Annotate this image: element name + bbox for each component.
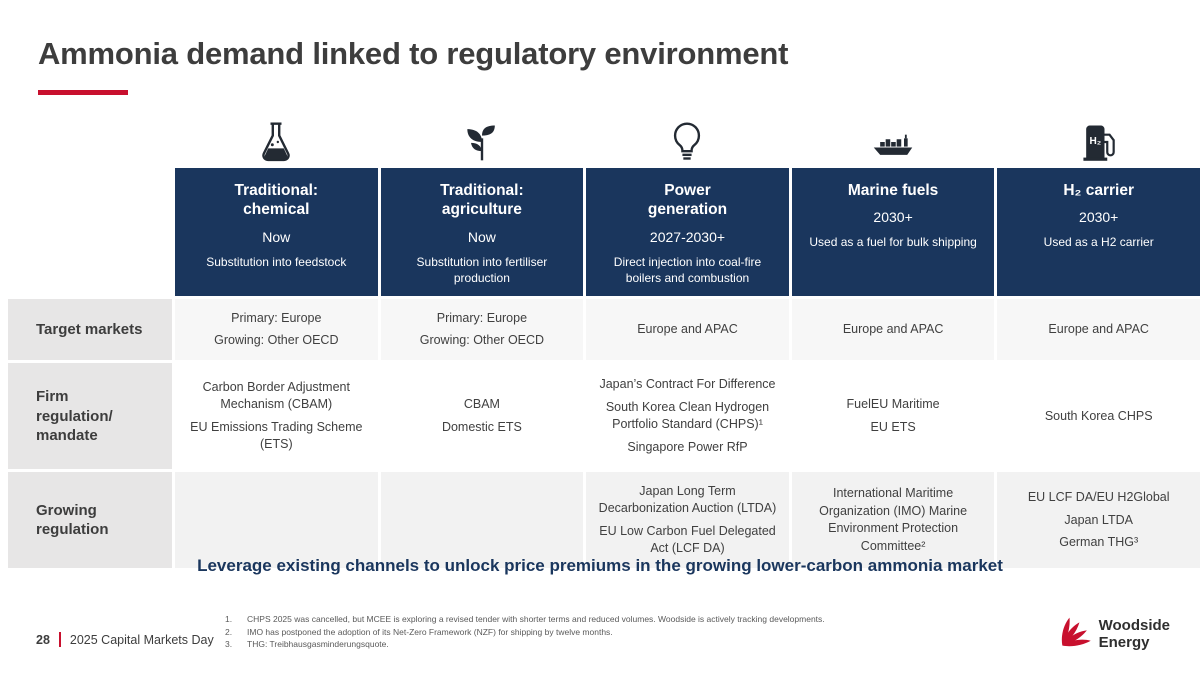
header-timeframe: Now xyxy=(262,228,291,245)
cell-target-markets-chemical: Primary: Europe Growing: Other OECD xyxy=(175,299,378,361)
cell-item: EU LCF DA/EU H2Global xyxy=(1027,490,1170,505)
header-description: Direct injection into coal-fire boilers … xyxy=(613,254,762,285)
cell-target-markets-h2: Europe and APAC xyxy=(997,299,1200,361)
cell-item: Europe and APAC xyxy=(842,322,944,337)
cell-item: Japan’s Contract For Difference xyxy=(599,377,776,392)
row-firm-regulation: Firm regulation/ mandate Carbon Border A… xyxy=(8,363,1200,470)
woodside-logo-mark xyxy=(1056,614,1092,655)
header-traditional-chemical: Traditional: chemical Now Substitution i… xyxy=(175,168,378,297)
woodside-logo: Woodside Energy xyxy=(1056,614,1170,655)
footer-divider xyxy=(58,632,61,647)
cell-firm-regulation-agriculture: CBAM Domestic ETS xyxy=(380,363,584,470)
header-traditional-agriculture: Traditional: agriculture Now Substitutio… xyxy=(380,168,584,297)
footnote-item: 3. THG: Treibhausgasminderungsquote. xyxy=(225,638,825,651)
cell-item: German THG³ xyxy=(1059,535,1139,550)
footnotes: 1. CHPS 2025 was cancelled, but MCEE is … xyxy=(225,613,825,651)
footnote-text: CHPS 2025 was cancelled, but MCEE is exp… xyxy=(247,613,825,624)
cell-item: FuelEU Maritime xyxy=(846,397,940,412)
header-title: H₂ carrier xyxy=(1063,182,1135,199)
page-number: 28 xyxy=(36,632,50,647)
header-title: Power generation xyxy=(647,182,728,219)
header-spacer xyxy=(8,168,172,296)
cell-growing-regulation-chemical xyxy=(175,472,378,569)
cell-target-markets-agriculture: Primary: Europe Growing: Other OECD xyxy=(380,299,584,361)
header-title: Traditional: agriculture xyxy=(440,182,524,219)
cell-firm-regulation-power: Japan’s Contract For Difference South Ko… xyxy=(586,363,789,470)
cell-item: Domestic ETS xyxy=(441,419,522,434)
header-h2-carrier: H₂ carrier 2030+ Used as a H2 carrier xyxy=(997,168,1200,297)
icons-row-spacer xyxy=(8,106,172,168)
cell-item: Europe and APAC xyxy=(1048,322,1149,337)
header-timeframe: 2027-2030+ xyxy=(649,228,726,245)
cell-item: Europe and APAC xyxy=(637,322,738,337)
h2-pump-icon: H₂ xyxy=(997,106,1200,168)
footnote-text: IMO has postponed the adoption of its Ne… xyxy=(247,626,613,637)
cell-firm-regulation-h2: South Korea CHPS xyxy=(997,363,1200,470)
footnote-number: 1. xyxy=(225,613,233,624)
table-header-row: Traditional: chemical Now Substitution i… xyxy=(8,168,1200,297)
footer-event-label: 2025 Capital Markets Day xyxy=(69,632,214,647)
cell-item: South Korea Clean Hydrogen Portfolio Sta… xyxy=(605,399,770,432)
cell-item: Primary: Europe xyxy=(231,310,322,325)
regulation-table: H₂ Traditional: chemical Now Substitutio… xyxy=(8,106,1200,569)
h2-pump-label: H₂ xyxy=(1089,136,1101,147)
header-description: Substitution into feedstock xyxy=(206,254,347,269)
cell-item: EU Low Carbon Fuel Delegated Act (LCF DA… xyxy=(599,523,776,556)
row-growing-regulation: Growing regulation Japan Long Term Decar… xyxy=(8,472,1200,569)
ship-icon xyxy=(792,106,995,168)
header-marine-fuels: Marine fuels 2030+ Used as a fuel for bu… xyxy=(791,168,995,297)
cell-firm-regulation-marine: FuelEU Maritime EU ETS xyxy=(791,363,995,470)
footer-page-group: 28 2025 Capital Markets Day xyxy=(36,632,214,647)
plant-icon xyxy=(381,106,584,168)
cell-item: Singapore Power RfP xyxy=(627,439,748,454)
header-description: Used as a fuel for bulk shipping xyxy=(809,235,977,250)
cell-growing-regulation-h2: EU LCF DA/EU H2Global Japan LTDA German … xyxy=(997,472,1200,569)
cell-item: EU ETS xyxy=(870,419,916,434)
footnote-number: 2. xyxy=(225,626,233,637)
footnote-item: 1. CHPS 2025 was cancelled, but MCEE is … xyxy=(225,613,825,626)
cell-item: Carbon Border Adjustment Mechanism (CBAM… xyxy=(202,379,350,412)
cell-item: Japan Long Term Decarbonization Auction … xyxy=(598,483,777,516)
header-description: Substitution into fertiliser production xyxy=(416,254,548,285)
row-label-firm-regulation: Firm regulation/ mandate xyxy=(8,363,172,470)
title-underline xyxy=(38,90,128,95)
column-icons-row: H₂ xyxy=(8,106,1200,168)
row-label-target-markets: Target markets xyxy=(8,299,172,361)
header-power-generation: Power generation 2027-2030+ Direct injec… xyxy=(586,168,789,297)
logo-text-line2: Energy xyxy=(1098,633,1150,651)
callout-banner: Leverage existing channels to unlock pri… xyxy=(197,556,1003,575)
row-label-growing-regulation: Growing regulation xyxy=(8,472,172,569)
cell-item: Growing: Other OECD xyxy=(214,333,339,348)
header-description: Used as a H2 carrier xyxy=(1043,235,1154,250)
header-timeframe: Now xyxy=(467,228,496,245)
header-timeframe: 2030+ xyxy=(1079,209,1119,226)
header-title: Marine fuels xyxy=(847,182,939,199)
cell-item: Primary: Europe xyxy=(436,310,528,325)
cell-item: South Korea CHPS xyxy=(1044,408,1153,423)
cell-growing-regulation-marine: International Maritime Organization (IMO… xyxy=(791,472,995,569)
footnote-item: 2. IMO has postponed the adoption of its… xyxy=(225,626,825,639)
cell-target-markets-marine: Europe and APAC xyxy=(791,299,995,361)
cell-target-markets-power: Europe and APAC xyxy=(586,299,789,361)
cell-item: Growing: Other OECD xyxy=(419,333,545,348)
cell-firm-regulation-chemical: Carbon Border Adjustment Mechanism (CBAM… xyxy=(175,363,378,470)
row-target-markets: Target markets Primary: Europe Growing: … xyxy=(8,299,1200,361)
flask-icon xyxy=(175,106,378,168)
logo-text-line1: Woodside xyxy=(1098,617,1170,635)
page-title: Ammonia demand linked to regulatory envi… xyxy=(38,36,789,71)
lightbulb-icon xyxy=(586,106,789,168)
footnote-text: THG: Treibhausgasminderungsquote. xyxy=(247,639,389,650)
cell-growing-regulation-agriculture xyxy=(380,472,584,569)
header-title: Traditional: chemical xyxy=(234,182,319,219)
cell-item: CBAM xyxy=(463,397,500,412)
cell-item: Japan LTDA xyxy=(1064,512,1133,527)
cell-item: EU Emissions Trading Scheme (ETS) xyxy=(190,419,363,452)
cell-item: International Maritime Organization (IMO… xyxy=(819,486,968,553)
cell-growing-regulation-power: Japan Long Term Decarbonization Auction … xyxy=(586,472,789,569)
header-timeframe: 2030+ xyxy=(873,209,913,226)
woodside-logo-text: Woodside Energy xyxy=(1098,617,1170,651)
footnote-number: 3. xyxy=(225,639,233,650)
